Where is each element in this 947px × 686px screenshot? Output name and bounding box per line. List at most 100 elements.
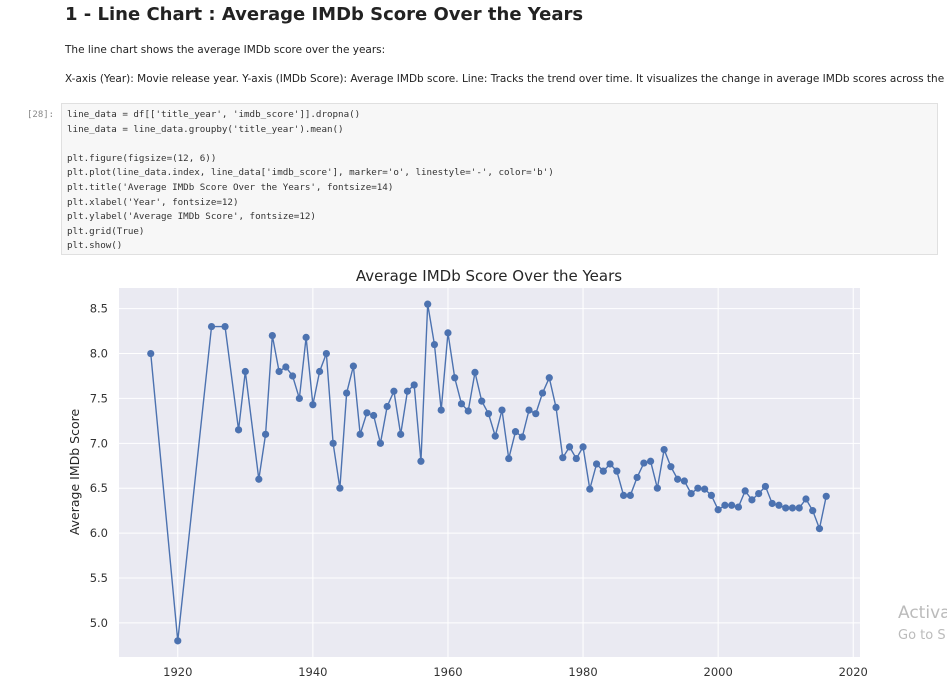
y-tick-label: 5.0: [90, 616, 108, 630]
marker: [788, 504, 797, 512]
marker: [174, 637, 182, 645]
y-tick-label: 6.5: [90, 481, 108, 495]
code-line: plt.show(): [67, 240, 123, 252]
marker: [457, 400, 466, 408]
marker: [599, 467, 607, 475]
marker: [498, 406, 506, 414]
cell-prompt: [28]:: [27, 110, 55, 120]
marker: [221, 323, 229, 331]
marker: [660, 446, 668, 454]
marker: [261, 430, 270, 438]
marker: [376, 439, 385, 447]
marker: [592, 460, 601, 468]
code-cell[interactable]: line_data = df[['title_year', 'imdb_scor…: [61, 103, 938, 255]
marker: [714, 506, 722, 514]
x-tick-label: 1940: [298, 665, 327, 679]
marker: [288, 372, 297, 380]
y-tick-label: 5.5: [90, 571, 108, 585]
marker: [579, 443, 587, 451]
marker: [275, 367, 283, 376]
marker: [295, 394, 303, 403]
y-tick-label: 8.5: [90, 302, 108, 316]
marker: [511, 428, 520, 436]
y-tick-label: 7.5: [90, 391, 108, 405]
marker: [336, 484, 344, 492]
marker: [613, 467, 621, 475]
marker: [734, 503, 743, 511]
x-tick-label: 2000: [704, 665, 733, 679]
marker: [565, 443, 574, 451]
marker: [403, 387, 412, 395]
marker: [309, 401, 317, 409]
marker: [363, 409, 371, 417]
y-tick-label: 6.0: [90, 526, 108, 540]
marker: [505, 454, 513, 463]
marker: [667, 463, 675, 471]
marker: [741, 487, 749, 495]
marker: [383, 402, 391, 411]
marker: [768, 499, 776, 508]
marker: [795, 504, 803, 512]
marker: [356, 430, 364, 438]
marker: [532, 410, 540, 418]
marker: [444, 329, 452, 337]
marker: [721, 501, 729, 509]
marker: [302, 333, 310, 341]
code-line: plt.figure(figsize=(12, 6)): [67, 152, 217, 164]
marker: [802, 495, 810, 503]
marker: [755, 489, 763, 498]
marker: [545, 374, 553, 382]
marker: [525, 406, 533, 414]
watermark: Activa: [898, 603, 947, 623]
marker: [647, 457, 655, 465]
chart-title: Average IMDb Score Over the Years: [356, 267, 622, 285]
marker: [538, 389, 547, 397]
marker: [437, 406, 445, 414]
marker: [552, 403, 560, 412]
marker: [680, 477, 688, 485]
marker: [640, 459, 648, 467]
marker: [397, 430, 405, 438]
marker: [471, 368, 479, 376]
marker: [349, 362, 357, 370]
marker: [822, 492, 830, 500]
x-tick-label: 1960: [433, 665, 462, 679]
marker: [343, 389, 351, 397]
paragraph: The line chart shows the average IMDb sc…: [65, 44, 386, 56]
marker: [451, 374, 459, 382]
marker: [619, 491, 628, 499]
x-tick-label: 2020: [839, 665, 868, 679]
y-tick-label: 8.0: [90, 347, 108, 361]
marker: [782, 504, 790, 512]
code-line: plt.title('Average IMDb Score Over the Y…: [67, 181, 394, 193]
watermark: Go to S: [898, 628, 946, 643]
marker: [653, 484, 661, 492]
marker: [572, 454, 580, 463]
marker: [147, 349, 155, 358]
marker: [626, 491, 634, 499]
x-tick-label: 1920: [163, 665, 192, 679]
code-line: plt.xlabel('Year', fontsize=12): [67, 196, 239, 208]
marker: [674, 475, 682, 483]
marker: [559, 454, 567, 462]
marker: [761, 482, 770, 491]
marker: [687, 489, 695, 498]
code-line: plt.ylabel('Average IMDb Score', fontsiz…: [67, 211, 316, 223]
marker: [268, 331, 276, 340]
marker: [316, 367, 324, 376]
marker: [815, 525, 824, 533]
marker: [424, 300, 432, 308]
marker: [518, 433, 526, 441]
marker: [606, 460, 614, 468]
marker: [410, 381, 418, 389]
marker: [370, 411, 378, 420]
marker: [241, 367, 249, 376]
marker: [282, 363, 290, 371]
paragraph: X-axis (Year): Movie release year. Y-axi…: [65, 73, 947, 85]
marker: [430, 340, 439, 349]
marker: [491, 432, 499, 440]
marker: [417, 457, 425, 465]
marker: [322, 349, 330, 358]
